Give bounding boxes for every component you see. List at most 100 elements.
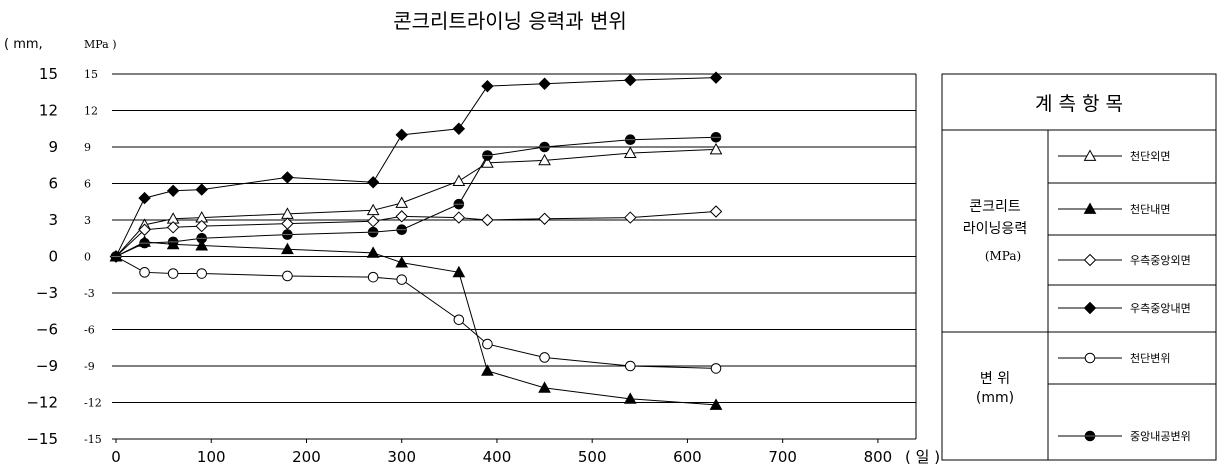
data-point [367, 271, 379, 283]
data-point [709, 71, 723, 84]
data-point [281, 242, 294, 255]
data-point [396, 274, 408, 285]
y-tick-label-secondary: -9 [84, 360, 95, 373]
series-5 [110, 251, 722, 374]
y-tick-label: 12 [39, 102, 58, 120]
legend-group-unit: (mm) [976, 390, 1014, 406]
data-point [195, 219, 208, 233]
data-point [538, 77, 551, 90]
x-tick-label: 700 [768, 448, 797, 466]
data-point [281, 171, 294, 184]
data-point [395, 210, 408, 223]
y-tick-label: 6 [48, 175, 58, 193]
series-4 [109, 71, 723, 263]
legend-item-label: 천단변위 [1130, 351, 1170, 365]
data-point [624, 73, 637, 87]
data-point [1084, 352, 1096, 364]
data-point [481, 156, 494, 168]
x-unit: ( 일 ) [905, 448, 940, 466]
x-tick-label: 0 [111, 448, 121, 466]
y-tick-label-secondary: 15 [84, 68, 98, 81]
y-tick-label-secondary: 3 [84, 214, 91, 227]
data-point [481, 364, 494, 376]
y-tick-label: 9 [48, 138, 58, 156]
y-tick-label: 3 [48, 211, 58, 229]
data-point [195, 183, 208, 196]
data-point [481, 213, 494, 227]
y-tick-label-secondary: 12 [84, 105, 98, 118]
data-point [538, 212, 551, 225]
y-tick-label-secondary: -3 [84, 287, 95, 300]
data-point [539, 352, 550, 363]
data-point [624, 360, 636, 372]
x-tick-label: 200 [292, 448, 321, 466]
data-point [281, 217, 294, 230]
legend-item-label: 중앙내공변위 [1130, 430, 1191, 443]
y-tick-label: −6 [36, 321, 58, 339]
data-point [453, 314, 465, 326]
data-point [138, 191, 151, 205]
data-point [709, 205, 723, 218]
data-point [1083, 301, 1097, 315]
y-unit-left: ( mm, [4, 37, 43, 52]
legend-item-label: 우측중앙외면 [1130, 254, 1191, 267]
y-unit-right: MPa ) [84, 38, 117, 51]
legend-item-label: 천단내면 [1130, 202, 1170, 216]
series-line [115, 77, 717, 257]
data-point [282, 270, 293, 282]
y-tick-label-secondary: -6 [84, 324, 95, 337]
series-1 [109, 142, 723, 262]
data-point [452, 211, 466, 224]
data-point [1083, 149, 1097, 161]
data-point [452, 265, 466, 278]
data-point [196, 268, 208, 279]
x-tick-label: 400 [483, 448, 512, 466]
data-point [166, 184, 180, 198]
legend-group-label: 콘크리트 [969, 199, 1021, 215]
y-tick-label: −3 [36, 284, 58, 302]
legend-item-label: 우측중앙내면 [1130, 302, 1191, 315]
data-point [395, 128, 408, 142]
data-point [710, 363, 722, 374]
data-point [366, 203, 380, 216]
data-point [366, 246, 380, 258]
data-point [538, 153, 551, 166]
x-tick-label: 800 [864, 448, 893, 466]
data-point [538, 381, 551, 393]
data-point [395, 196, 409, 208]
y-tick-label-secondary: 6 [84, 178, 91, 191]
data-point [366, 176, 380, 189]
y-tick-label: 15 [39, 65, 58, 83]
data-point [395, 256, 409, 268]
legend-group-unit: (MPa) [985, 249, 1021, 263]
y-tick-label: −12 [26, 394, 58, 412]
y-tick-label-secondary: 9 [84, 141, 91, 154]
y-tick-label: 0 [48, 248, 58, 266]
y-tick-label: −9 [36, 357, 58, 375]
plot-area: 15 12 9 6 3 0 −3 −6 −9 −12 −15 15 12 9 6 3 0 -3 -6 -9 -12 -15… [26, 65, 917, 466]
data-point [1083, 202, 1097, 214]
x-tick-label: 500 [578, 448, 607, 466]
legend-group-label: 변 위 [980, 371, 1010, 387]
series-6 [110, 131, 722, 262]
data-point [623, 392, 637, 404]
data-point [167, 268, 179, 279]
data-point [623, 146, 637, 158]
legend-header: 계 측 항 목 [1035, 93, 1123, 115]
data-point [366, 215, 380, 228]
x-tick-label: 100 [197, 448, 226, 466]
data-point [709, 142, 723, 155]
data-point [624, 211, 637, 224]
data-point [195, 239, 209, 251]
data-point [1083, 253, 1097, 267]
y-tick-label-secondary: 0 [84, 251, 91, 264]
data-point [482, 338, 493, 350]
x-tick-label: 600 [673, 448, 702, 466]
data-point [452, 174, 466, 186]
data-point [139, 267, 150, 278]
data-point [709, 398, 723, 410]
series-2 [109, 235, 723, 410]
x-tick-label: 300 [387, 448, 416, 466]
